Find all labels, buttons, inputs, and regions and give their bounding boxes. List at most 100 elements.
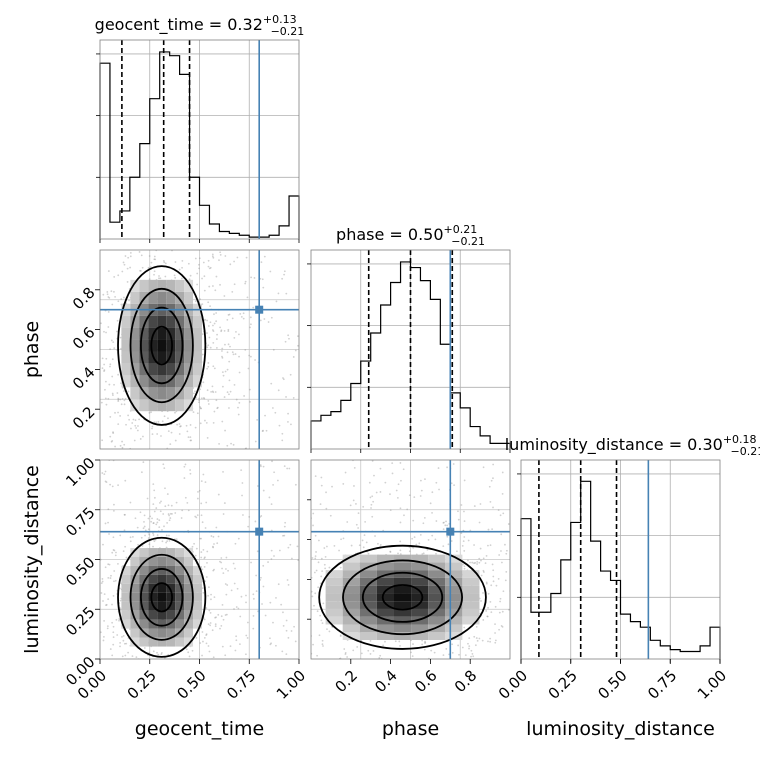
- sample-point: [105, 604, 107, 607]
- panel-title-luminosity_distance: luminosity_distance = 0.30+0.18−0.21: [505, 433, 760, 458]
- sample-point: [215, 338, 218, 340]
- density-cell: [325, 585, 343, 594]
- sample-point: [231, 317, 234, 320]
- sample-point: [250, 561, 252, 564]
- sample-point: [282, 377, 284, 379]
- sample-point: [210, 390, 213, 393]
- sample-point: [208, 336, 211, 339]
- sample-point: [167, 504, 170, 507]
- density-cell: [175, 399, 185, 412]
- sample-point: [223, 396, 226, 398]
- density-cell: [411, 616, 429, 625]
- sample-point: [312, 524, 314, 527]
- sample-point: [160, 500, 162, 503]
- sample-point: [221, 371, 224, 374]
- sample-point: [101, 580, 104, 583]
- density-cell: [121, 583, 131, 593]
- sample-point: [127, 414, 130, 417]
- sample-point: [127, 390, 130, 393]
- sample-point: [479, 503, 482, 505]
- sample-point: [200, 397, 203, 400]
- density-cell: [139, 279, 149, 292]
- sample-point: [148, 533, 151, 536]
- sample-point: [252, 306, 255, 309]
- sample-point: [167, 513, 170, 515]
- sample-point: [419, 479, 422, 482]
- sample-point: [497, 509, 500, 511]
- sample-point: [107, 326, 110, 328]
- sample-point: [312, 512, 315, 515]
- sample-point: [252, 627, 255, 630]
- sample-point: [117, 562, 119, 565]
- sample-point: [451, 651, 454, 654]
- sample-point: [440, 671, 442, 673]
- sample-point: [117, 300, 120, 303]
- sample-point: [317, 586, 320, 589]
- sample-point: [410, 651, 412, 654]
- sample-point: [248, 354, 251, 357]
- sample-point: [208, 650, 211, 653]
- sample-point: [285, 396, 287, 398]
- sample-point: [124, 479, 127, 482]
- sample-point: [408, 546, 411, 549]
- sample-point: [324, 555, 327, 558]
- sample-point: [301, 603, 303, 605]
- sample-point: [194, 390, 196, 393]
- sample-point: [250, 276, 253, 279]
- sample-point: [122, 634, 125, 637]
- sample-point: [117, 274, 120, 277]
- sample-point: [184, 463, 187, 466]
- sample-point: [320, 619, 323, 622]
- density-cell: [411, 624, 429, 633]
- sample-point: [227, 330, 230, 333]
- density-cell: [121, 610, 131, 620]
- sample-point: [487, 592, 490, 595]
- sample-point: [163, 467, 166, 470]
- sample-point: [237, 406, 239, 409]
- sample-point: [199, 298, 201, 301]
- density-cell: [166, 557, 176, 566]
- sample-point: [109, 348, 112, 351]
- density-cell: [175, 375, 185, 388]
- sample-point: [233, 608, 235, 610]
- sample-point: [253, 277, 256, 279]
- sample-point: [110, 339, 113, 342]
- sample-point: [151, 427, 153, 430]
- density-cell: [175, 565, 185, 575]
- panel-frame: [99, 249, 300, 450]
- sample-point: [121, 397, 124, 400]
- density-cell: [325, 577, 343, 586]
- sample-point: [283, 534, 286, 537]
- sample-point: [117, 423, 120, 426]
- sample-point: [343, 648, 346, 650]
- sample-point: [122, 639, 125, 642]
- x-tick-label: 0.8: [451, 667, 481, 697]
- sample-point: [485, 610, 488, 612]
- sample-point: [152, 534, 155, 536]
- density-cell: [130, 375, 140, 388]
- sample-point: [290, 630, 293, 632]
- sample-point: [189, 469, 192, 471]
- sample-point: [112, 341, 115, 344]
- sample-point: [181, 509, 184, 512]
- sample-point: [278, 424, 281, 427]
- y-tick-label: 0.75: [62, 504, 98, 540]
- density-cell: [428, 608, 446, 617]
- sample-point: [204, 318, 207, 321]
- sample-point: [108, 533, 110, 535]
- sample-point: [125, 423, 127, 426]
- sample-point: [174, 411, 176, 414]
- sample-point: [411, 666, 413, 668]
- sample-point: [462, 563, 464, 566]
- sample-point: [232, 443, 235, 446]
- sample-point: [102, 293, 105, 296]
- sample-point: [235, 639, 238, 642]
- density-cell: [184, 637, 194, 647]
- sample-point: [324, 567, 327, 570]
- density-cell: [411, 608, 429, 617]
- density-cell: [148, 375, 158, 388]
- sample-point: [199, 388, 202, 391]
- sample-point: [103, 369, 106, 371]
- sample-point: [470, 655, 472, 658]
- sample-point: [489, 500, 492, 503]
